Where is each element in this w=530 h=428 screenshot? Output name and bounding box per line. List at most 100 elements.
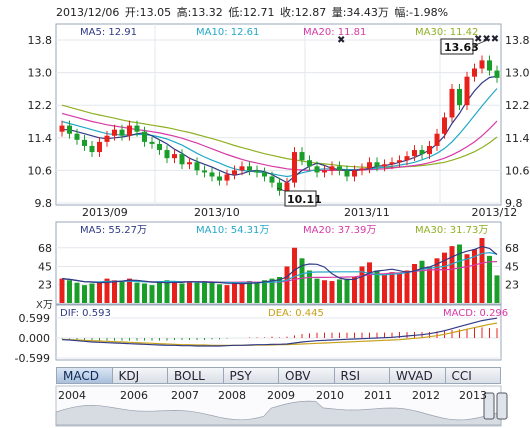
timeline-year: 2004 [58, 389, 86, 402]
volume-bar [119, 281, 125, 303]
volume-bar [337, 279, 342, 303]
candle [217, 176, 222, 181]
timeline-handle-left[interactable] [483, 392, 495, 420]
candle [82, 139, 87, 146]
candle [112, 129, 117, 136]
volume-bar [292, 247, 297, 303]
volume-bar [179, 283, 185, 303]
volume-bar [149, 285, 155, 303]
ma30-line [61, 104, 498, 169]
timeline-handle-right[interactable] [496, 392, 508, 420]
candle [202, 170, 207, 173]
volume-bar [352, 277, 357, 303]
volume-bar [464, 254, 470, 303]
dif-line [61, 317, 498, 347]
timeline-year: 2010 [316, 389, 344, 402]
volume-ma10-label: MA10: 54.31万 [196, 225, 269, 236]
volume-bar [494, 275, 500, 303]
volume-unit-label: X万 [36, 300, 53, 311]
volume-bar [457, 244, 462, 303]
candle [464, 76, 470, 106]
volume-bar [217, 284, 222, 303]
tab-macd[interactable]: MACD [56, 367, 113, 384]
volume-bar [397, 273, 402, 303]
price-tick-left: 10.6 [28, 164, 53, 177]
volume-bar [367, 262, 372, 303]
volume-bar [322, 280, 327, 303]
candle [412, 150, 417, 157]
volume-bar [164, 280, 170, 303]
volume-ma5-line [61, 245, 498, 285]
volume-tick-right: 45 [505, 260, 519, 273]
candle [457, 88, 462, 106]
volume-bar [82, 285, 87, 303]
volume-bar [74, 282, 80, 303]
volume-bar [277, 277, 282, 303]
volume-bar [239, 282, 245, 303]
tab-cci[interactable]: CCI [445, 367, 501, 384]
volume-bar [487, 255, 492, 303]
candle [142, 131, 147, 142]
candle [254, 170, 260, 173]
price-tick-left: 12.2 [28, 99, 53, 112]
candle [74, 133, 80, 140]
volume-bar [314, 278, 320, 303]
candle [352, 170, 357, 177]
volume-bar [172, 281, 177, 303]
low-marker-label: 10.11 [287, 193, 322, 206]
volume-tick-right: 68 [505, 242, 519, 255]
candle [232, 170, 237, 175]
cross-marker-icon: ✖ [337, 35, 345, 46]
low-marker: 10.11 [276, 187, 322, 207]
timeline-year: 2007 [171, 389, 199, 402]
date-label: 2013/10 [194, 206, 240, 219]
tab-boll[interactable]: BOLL [168, 367, 224, 384]
quote-low: 低:12.71 [228, 6, 275, 19]
high-marker-label: 13.63 [444, 41, 479, 54]
price-tick-right: 13.0 [505, 67, 530, 80]
macd-dif-label: DIF: 0.593 [60, 308, 111, 319]
quote-date: 2013/12/06 [56, 6, 120, 19]
candle [397, 160, 402, 163]
candle [382, 164, 387, 167]
tab-kdj[interactable]: KDJ [112, 367, 168, 384]
candle [209, 172, 215, 177]
candle [419, 150, 425, 155]
tab-psy[interactable]: PSY [223, 367, 279, 384]
price-ma20-label: MA20: 11.81 [303, 27, 366, 38]
quote-open: 开:13.05 [124, 6, 172, 19]
quote-high: 高:13.32 [176, 6, 223, 19]
quote-header: 2013/12/06 开:13.05 高:13.32 低:12.71 收:12.… [56, 4, 450, 20]
volume-bar [224, 285, 230, 303]
volume-bar [419, 260, 425, 303]
quote-volume: 量:34.43万 [331, 6, 389, 19]
price-tick-right: 12.2 [505, 99, 530, 112]
candle [262, 172, 267, 177]
tab-obv[interactable]: OBV [279, 367, 335, 384]
candle [494, 70, 500, 78]
candle [149, 141, 155, 144]
price-ma10-label: MA10: 12.61 [196, 27, 259, 38]
candle [59, 125, 65, 132]
price-tick-left: 13.8 [28, 34, 53, 47]
timeline-year: 2008 [218, 389, 246, 402]
volume-bar [202, 281, 207, 303]
candle [359, 168, 365, 171]
candle [442, 117, 447, 134]
candle [187, 162, 192, 165]
volume-ma30-label: MA30: 31.73万 [415, 225, 488, 236]
price-tick-right: 9.8 [505, 197, 523, 210]
candle [172, 154, 177, 159]
candle [89, 145, 95, 153]
macd-tick: 0.000 [19, 332, 51, 345]
volume-bar [442, 252, 447, 303]
tab-rsi[interactable]: RSI [334, 367, 390, 384]
volume-bar [254, 281, 260, 303]
tab-wvad[interactable]: WVAD [390, 367, 446, 384]
candle [157, 143, 162, 151]
candle [329, 166, 335, 171]
candle [239, 166, 245, 171]
volume-bar [479, 238, 485, 303]
volume-bar [89, 283, 95, 303]
